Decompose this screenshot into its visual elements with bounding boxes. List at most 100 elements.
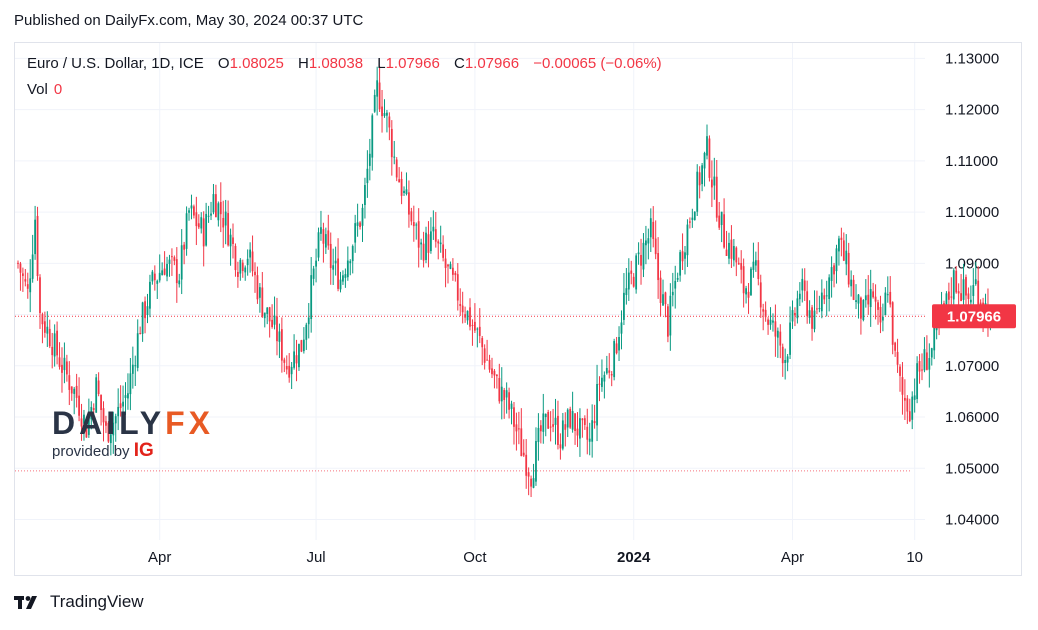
candle-body	[957, 291, 960, 294]
candle-body	[205, 213, 208, 246]
candle-body	[368, 153, 371, 166]
candle-body	[679, 252, 682, 276]
candle-body	[776, 330, 779, 338]
candle-body	[46, 326, 49, 334]
candle-body	[417, 221, 420, 248]
candle-body	[613, 341, 616, 378]
dailyfx-provided-by: provided by IG	[52, 440, 214, 462]
candle-body	[598, 383, 601, 385]
candle-body	[627, 272, 630, 290]
candle-body	[525, 454, 528, 476]
candle-body	[601, 377, 603, 387]
candle-body	[449, 264, 452, 269]
candle-body	[307, 317, 310, 325]
candle-body	[542, 413, 545, 432]
candle-body	[933, 326, 936, 351]
candle-body	[852, 279, 855, 300]
candle-body	[241, 262, 244, 272]
candle-body	[442, 244, 445, 258]
candle-body	[735, 247, 738, 263]
candle-body	[163, 268, 166, 275]
candle-body	[408, 192, 410, 215]
dailyfx-word-daily: DAILY	[52, 405, 166, 441]
candle-body	[693, 211, 696, 220]
x-tick-label: 2024	[617, 549, 651, 566]
candle-body	[119, 403, 122, 409]
candle-body	[872, 291, 875, 298]
candle-body	[830, 267, 833, 281]
candle-body	[706, 136, 708, 156]
candle-body	[43, 321, 46, 333]
candle-body	[403, 190, 405, 193]
candle-body	[698, 172, 701, 186]
candle-body	[860, 297, 862, 319]
candle-body	[434, 229, 437, 242]
candle-body	[801, 278, 804, 291]
candle-body	[591, 420, 594, 442]
candle-body	[806, 291, 809, 317]
candle-body	[625, 288, 628, 295]
candle-body	[586, 426, 589, 440]
candle-body	[811, 307, 813, 329]
candle-body	[58, 357, 61, 367]
candle-body	[337, 258, 339, 289]
candle-body	[219, 201, 222, 215]
ohlc-legend: Euro / U.S. Dollar, 1D, ICE O1.08025 H1.…	[27, 55, 662, 72]
candle-body	[327, 230, 330, 246]
candle-body	[366, 168, 369, 184]
candle-body	[869, 289, 872, 308]
candle-body	[114, 416, 117, 424]
candle-body	[276, 316, 278, 342]
candle-body	[742, 266, 745, 294]
candle-body	[921, 369, 923, 371]
x-tick-label: Jul	[306, 549, 325, 566]
volume-legend: Vol 0	[27, 81, 62, 98]
candle-body	[632, 276, 635, 287]
candle-body	[469, 307, 471, 327]
tradingview-logo-icon	[14, 596, 37, 609]
chart-frame[interactable]	[14, 42, 1022, 576]
candle-body	[899, 366, 901, 376]
candle-body	[642, 242, 645, 270]
candle-body	[258, 287, 261, 298]
candle-body	[373, 94, 376, 112]
candle-body	[561, 420, 564, 449]
candle-body	[684, 252, 686, 259]
candle-body	[764, 309, 767, 318]
candle-body	[153, 273, 156, 281]
candle-body	[823, 295, 826, 300]
tradingview-brand[interactable]: TradingView	[14, 592, 144, 612]
candle-body	[916, 363, 919, 400]
candle-body	[596, 384, 598, 426]
candle-body	[547, 412, 550, 429]
candle-body	[527, 472, 530, 477]
candle-body	[798, 293, 801, 300]
candle-body	[349, 261, 352, 264]
candle-body	[840, 237, 843, 241]
candle-body	[390, 128, 393, 158]
candle-body	[791, 310, 794, 322]
candle-body	[447, 264, 449, 267]
candle-body	[757, 260, 760, 280]
candle-body	[26, 284, 29, 289]
candle-body	[149, 281, 151, 309]
candle-body	[564, 424, 567, 430]
candle-body	[850, 279, 853, 287]
y-tick-label: 1.07000	[945, 358, 999, 375]
candle-body	[657, 253, 660, 281]
candle-body	[615, 343, 618, 354]
candle-body	[857, 294, 860, 304]
candle-body	[109, 434, 112, 444]
candle-body	[300, 340, 303, 352]
candle-body	[410, 211, 413, 222]
candle-body	[351, 246, 354, 262]
candle-body	[444, 258, 447, 268]
candle-body	[158, 272, 161, 281]
candle-body	[894, 342, 897, 351]
candle-body	[329, 243, 332, 269]
candle-body	[346, 260, 349, 278]
candle-body	[183, 244, 186, 250]
candle-body	[271, 319, 273, 327]
candle-body	[481, 338, 484, 348]
